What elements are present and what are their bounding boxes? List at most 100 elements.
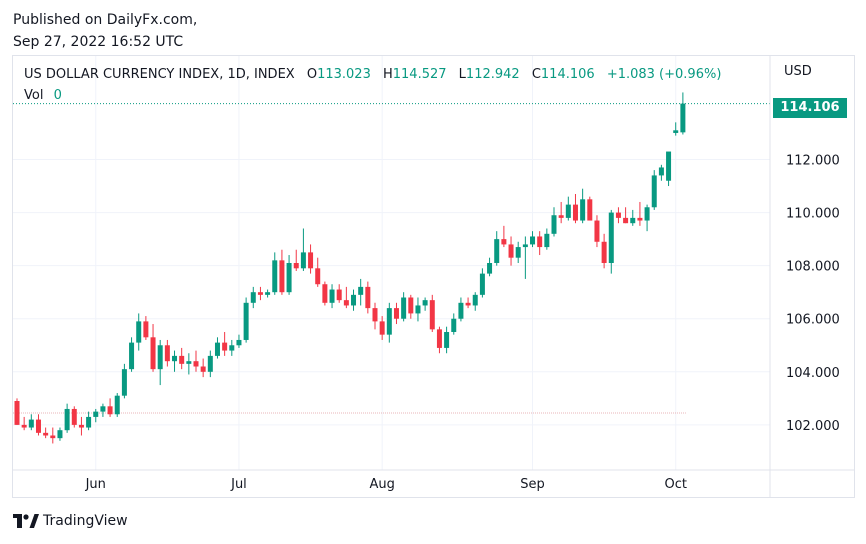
- candle-body: [293, 263, 299, 269]
- candle-body: [601, 241, 607, 263]
- candle-body: [522, 244, 528, 248]
- candle-body: [121, 369, 127, 396]
- candle-body: [243, 302, 249, 340]
- candle-body: [530, 236, 536, 245]
- axes: 102.000 104.000 106.000 108.000 110.000 112.0…: [13, 56, 855, 497]
- candle-body: [386, 308, 392, 335]
- candle-body: [214, 342, 220, 356]
- candle-body: [207, 355, 213, 372]
- tradingview-icon: [13, 514, 39, 528]
- candle-body: [129, 342, 135, 370]
- candle-body: [222, 342, 228, 351]
- candle-body: [673, 130, 679, 133]
- y-tick-label: 112.000: [786, 154, 840, 169]
- candle-body: [544, 233, 550, 248]
- candles: [14, 92, 686, 444]
- currency-label: USD: [784, 64, 812, 79]
- candle-body: [157, 345, 163, 370]
- candle-body: [422, 300, 428, 306]
- candle-body: [372, 308, 378, 322]
- candle-body: [286, 263, 292, 293]
- volume-value: 0: [53, 88, 62, 103]
- high-key: H: [382, 67, 393, 82]
- candle-body: [494, 239, 500, 263]
- candle-body: [78, 424, 84, 428]
- candle-body: [644, 207, 650, 221]
- candle-body: [594, 220, 600, 242]
- low-key: L: [458, 67, 466, 82]
- published-line: Published on DailyFx.com,: [13, 12, 198, 28]
- candle-body: [35, 419, 41, 433]
- candle-body: [487, 263, 493, 274]
- candle-body: [300, 252, 306, 269]
- candle-body: [666, 151, 672, 181]
- candle-body: [43, 432, 49, 436]
- candle-body: [558, 215, 564, 218]
- candle-body: [200, 366, 206, 372]
- candle-body: [623, 217, 629, 224]
- open-value: 113.023: [317, 67, 371, 82]
- tradingview-logo[interactable]: TradingView: [13, 513, 128, 529]
- candle-body: [551, 215, 557, 234]
- ohlc-legend: US DOLLAR CURRENCY INDEX, 1D, INDEX O113…: [24, 67, 721, 82]
- candle-body: [472, 294, 478, 306]
- candle-body: [308, 252, 314, 269]
- candle-body: [193, 361, 199, 367]
- candle-body: [658, 167, 664, 176]
- y-tick-label: 106.000: [786, 313, 840, 328]
- y-tick-label: 110.000: [786, 207, 840, 222]
- volume-legend: Vol 0: [24, 88, 62, 103]
- candle-body: [186, 361, 192, 364]
- candle-body: [279, 260, 285, 293]
- candle-body: [580, 199, 586, 221]
- candle-body: [64, 408, 70, 431]
- candle-body: [57, 430, 63, 439]
- candle-body: [565, 204, 571, 218]
- last-price-badge: 114.106: [773, 98, 847, 118]
- candle-body: [21, 424, 27, 428]
- candle-body: [615, 212, 621, 218]
- timestamp-line: Sep 27, 2022 16:52 UTC: [13, 34, 184, 50]
- x-tick-label: Sep: [520, 477, 545, 492]
- candle-body: [86, 416, 92, 428]
- candle-body: [515, 247, 521, 258]
- candle-body: [179, 355, 185, 364]
- candle-body: [107, 406, 113, 415]
- x-tick-label: Jun: [85, 477, 106, 492]
- open-key: O: [306, 67, 318, 82]
- candle-body: [630, 217, 636, 224]
- y-tick-label: 104.000: [786, 366, 840, 381]
- candle-body: [379, 321, 385, 335]
- candle-body: [250, 292, 256, 303]
- candle-body: [28, 419, 34, 428]
- candle-body: [71, 408, 77, 425]
- candle-body: [393, 308, 399, 319]
- candle-body: [93, 411, 99, 417]
- publish-info: Published on DailyFx.com, Sep 27, 2022 1…: [13, 9, 197, 53]
- candle-body: [365, 286, 371, 309]
- candle-body: [272, 260, 278, 293]
- candle-body: [343, 300, 349, 306]
- candle-body: [680, 103, 686, 133]
- high-value: 114.527: [392, 67, 447, 82]
- candle-body: [329, 289, 335, 303]
- candle-body: [415, 305, 421, 314]
- candle-body: [236, 339, 242, 346]
- candle-body: [322, 284, 328, 303]
- candle-body: [408, 297, 414, 314]
- close-value: 114.106: [540, 67, 595, 82]
- candle-body: [114, 395, 120, 415]
- tradingview-logo-text: TradingView: [43, 513, 128, 529]
- candle-body: [651, 175, 657, 208]
- candle-body: [172, 355, 178, 362]
- candle-body: [351, 294, 357, 306]
- candle-body: [444, 332, 450, 348]
- candle-body: [100, 406, 106, 412]
- candle-body: [257, 292, 263, 295]
- candle-body: [136, 321, 142, 343]
- candle-body: [572, 204, 578, 221]
- change-value: +1.083 (+0.96%): [606, 67, 722, 82]
- grid-lines: [13, 56, 770, 470]
- candle-body: [465, 302, 471, 306]
